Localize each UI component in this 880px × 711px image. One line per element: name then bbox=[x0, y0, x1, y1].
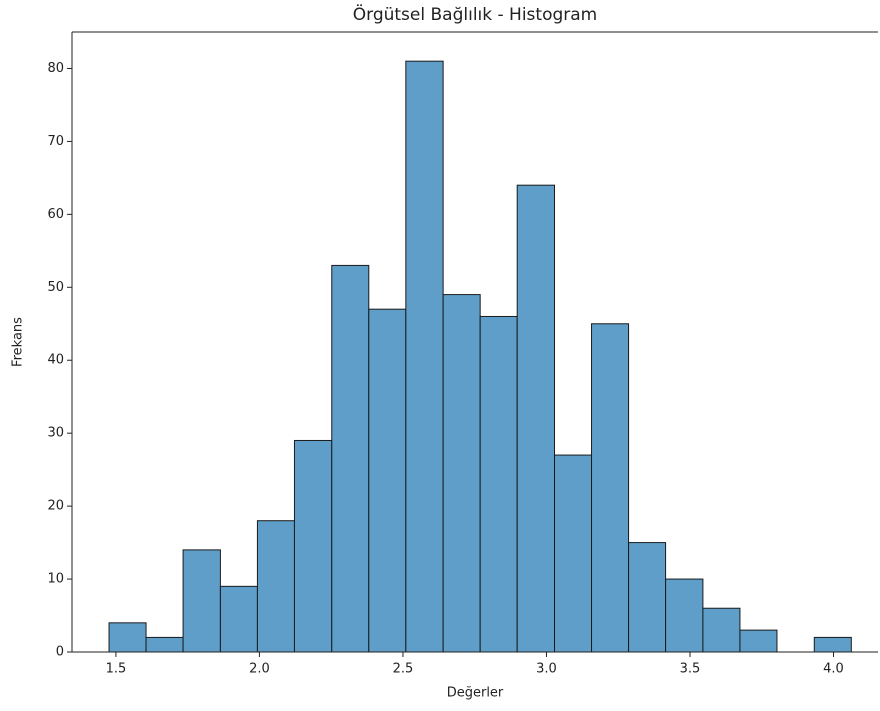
x-tick-label: 1.5 bbox=[106, 662, 127, 677]
bar bbox=[108, 622, 147, 653]
x-tick-label: 3.0 bbox=[536, 662, 557, 677]
chart-title: Örgütsel Bağlılık - Histogram bbox=[353, 3, 597, 25]
bar bbox=[554, 454, 593, 653]
bar bbox=[405, 60, 444, 653]
bar bbox=[813, 636, 852, 653]
bar bbox=[442, 294, 481, 653]
bar bbox=[702, 607, 741, 653]
bar bbox=[368, 308, 407, 653]
bar bbox=[145, 636, 184, 653]
bar bbox=[219, 585, 258, 653]
bar bbox=[516, 184, 556, 653]
y-tick-label: 80 bbox=[47, 61, 64, 76]
x-tick-label: 2.5 bbox=[393, 662, 414, 677]
bar bbox=[739, 629, 778, 653]
bar bbox=[628, 542, 667, 653]
bar bbox=[331, 264, 370, 653]
x-tick-label: 2.0 bbox=[249, 662, 270, 677]
y-tick-label: 20 bbox=[47, 499, 64, 514]
y-tick-label: 10 bbox=[47, 572, 64, 587]
y-axis-label: Frekans bbox=[11, 317, 26, 367]
x-tick-label: 4.0 bbox=[823, 662, 844, 677]
bar bbox=[182, 549, 221, 653]
y-tick-label: 40 bbox=[47, 353, 64, 368]
y-tick-label: 60 bbox=[47, 207, 64, 222]
x-axis-label: Değerler bbox=[447, 686, 504, 701]
bar bbox=[256, 520, 295, 653]
bar bbox=[293, 439, 333, 653]
bar bbox=[665, 578, 704, 653]
y-tick-label: 50 bbox=[47, 280, 64, 295]
x-tick-label: 3.5 bbox=[680, 662, 701, 677]
y-tick-label: 0 bbox=[56, 645, 64, 660]
y-tick-label: 30 bbox=[47, 426, 64, 441]
y-tick-label: 70 bbox=[47, 134, 64, 149]
bar bbox=[479, 315, 518, 653]
bar bbox=[591, 323, 630, 653]
